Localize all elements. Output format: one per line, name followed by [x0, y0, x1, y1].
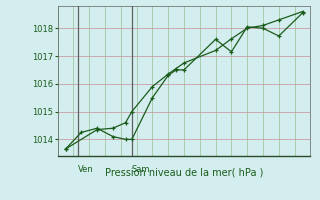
Text: Ven: Ven	[78, 165, 94, 174]
X-axis label: Pression niveau de la mer( hPa ): Pression niveau de la mer( hPa )	[105, 167, 263, 177]
Text: Sam: Sam	[132, 165, 150, 174]
